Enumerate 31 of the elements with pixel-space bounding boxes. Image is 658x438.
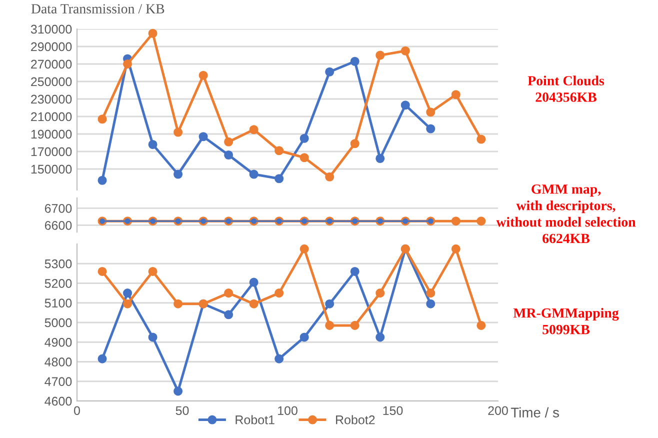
x-tick-label: 150 (383, 406, 403, 416)
y-axis-title: Data Transmission / KB (31, 4, 164, 14)
y-tick-label: 150000 (31, 164, 72, 174)
y-tick-label: 250000 (31, 77, 72, 86)
y-tick-label: 4600 (44, 396, 72, 406)
annotation: GMM map, with descriptors, without model selection 6624KB (496, 184, 636, 244)
text: MR-GMMapping 5099KB (513, 308, 619, 334)
x-axis-title: Time / s (510, 407, 559, 418)
x-tick-label: 50 (176, 406, 189, 416)
y-tick-label: 310000 (30, 24, 72, 34)
y-tick-label: 4800 (44, 358, 72, 366)
y-tick-label: 6600 (44, 221, 72, 230)
y-tick-label: 230000 (31, 94, 72, 104)
x-tick-label: 0 (74, 406, 80, 416)
y-tick-label: 4700 (44, 377, 72, 386)
y-tick-label: 210000 (31, 112, 72, 122)
x-tick-label: 100 (278, 406, 298, 416)
y-tick-label: 5100 (44, 298, 72, 308)
y-tick-label: 6700 (44, 204, 72, 213)
x-tick-label: 200 (488, 406, 508, 416)
y-tick-label: 5300 (44, 259, 72, 268)
y-tick-label: 170000 (31, 147, 72, 156)
y-tick-label: 5200 (44, 279, 72, 288)
legend-label: Robot1 (236, 415, 274, 424)
y-tick-label: 270000 (31, 60, 72, 69)
y-tick-label: 290000 (31, 42, 72, 52)
y-tick-label: 4900 (44, 338, 72, 347)
legend-label: Robot2 (336, 415, 375, 424)
y-tick-label: 5000 (44, 318, 72, 328)
y-tick-label: 190000 (31, 130, 72, 139)
text: Point Clouds 204356KB (528, 76, 604, 102)
